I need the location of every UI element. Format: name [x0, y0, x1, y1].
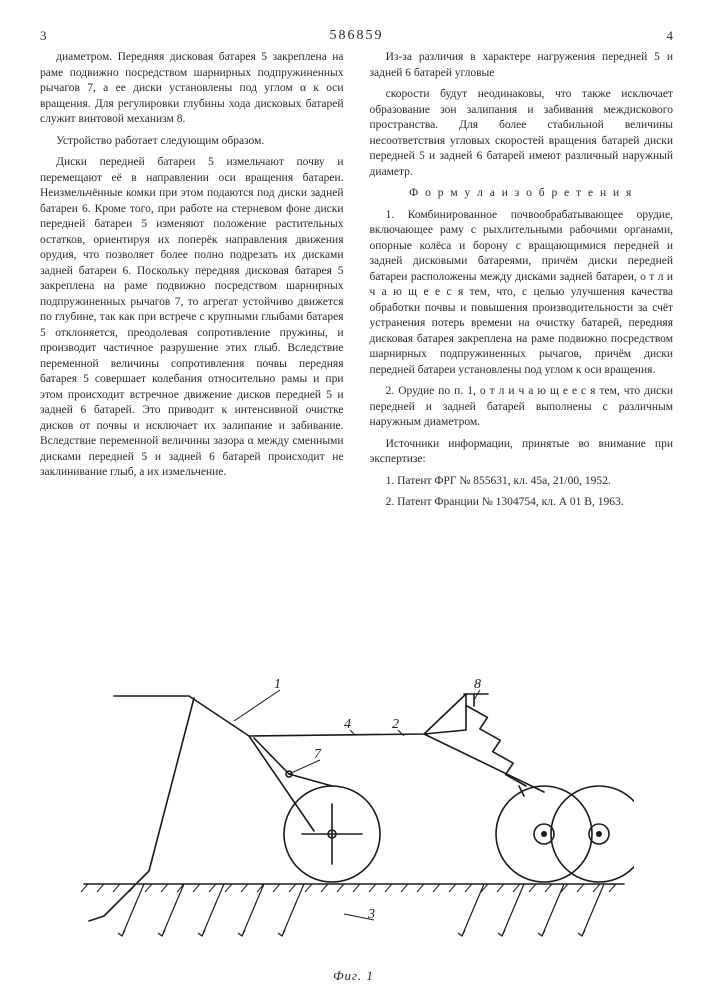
page-number-right: 4 — [643, 28, 673, 44]
col2-para-1: скорости будут неодинаковы, что также ис… — [370, 87, 674, 180]
svg-text:8: 8 — [474, 677, 481, 692]
col1-para-2: Устройство работает следующим образом. — [40, 134, 344, 150]
svg-text:2: 2 — [392, 717, 399, 732]
col1-para-3: Диски передней батареи 5 измельчают почв… — [40, 155, 344, 481]
page-header: 3 586859 4 — [40, 28, 673, 44]
source-1: 1. Патент ФРГ № 855631, кл. 45a, 21/00, … — [370, 474, 674, 490]
patent-number: 586859 — [70, 28, 643, 44]
figure-drawing: 142783 — [74, 666, 634, 966]
svg-text:4: 4 — [344, 717, 351, 732]
col1-para-4: Из-за различия в характере нагружения пе… — [370, 50, 674, 81]
svg-text:1: 1 — [274, 677, 281, 692]
formula-title: Ф о р м у л а и з о б р е т е н и я — [370, 186, 674, 202]
source-2: 2. Патент Франции № 1304754, кл. А 01 В,… — [370, 495, 674, 511]
col1-para-1: диаметром. Передняя дисковая батарея 5 з… — [40, 50, 344, 128]
svg-text:7: 7 — [314, 747, 322, 762]
sources-title: Источники информации, принятые во вниман… — [370, 437, 674, 468]
figure-caption: Фиг. 1 — [0, 968, 707, 984]
claim-1: 1. Комбинированное почвообрабатывающее о… — [370, 208, 674, 379]
figure-1: 142783 Фиг. 1 — [0, 666, 707, 984]
text-columns: диаметром. Передняя дисковая батарея 5 з… — [40, 50, 673, 530]
claim-2: 2. Орудие по п. 1, о т л и ч а ю щ е е с… — [370, 384, 674, 431]
page-number-left: 3 — [40, 28, 70, 44]
